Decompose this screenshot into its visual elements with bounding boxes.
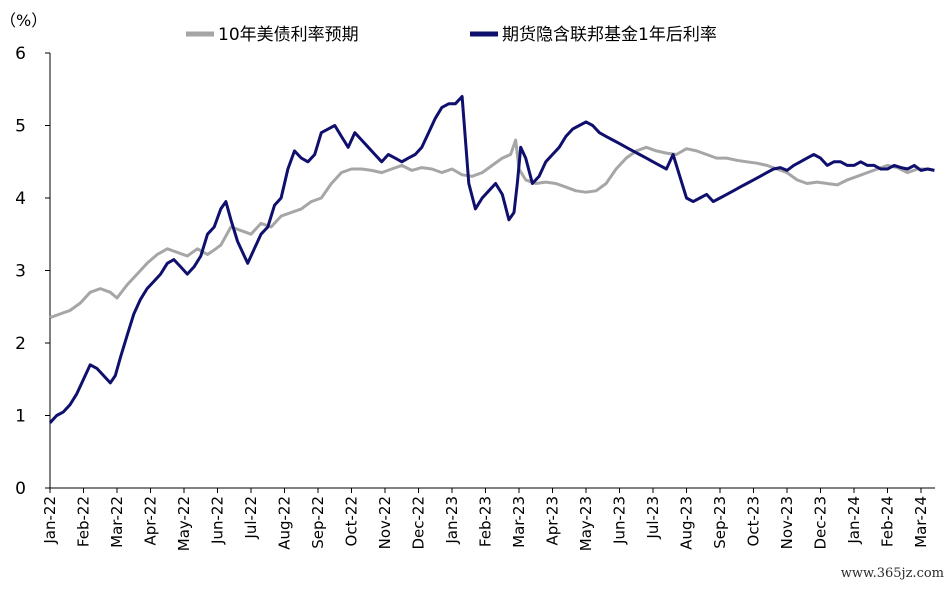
series-lines: [48, 95, 935, 424]
x-tick-label: Sep-23: [711, 496, 729, 549]
x-tick-label: Dec-23: [812, 496, 830, 550]
x-tick-label: Sep-22: [309, 496, 327, 549]
y-tick-label: 6: [15, 44, 26, 64]
y-tick-label: 1: [15, 407, 26, 427]
x-tick-label: Mar-22: [108, 496, 126, 548]
x-tick-label: Jan-24: [845, 496, 863, 545]
x-tick-label: Oct-23: [745, 496, 763, 546]
x-tick-label: Mar-24: [912, 496, 930, 548]
x-tick-label: Feb-22: [75, 496, 93, 547]
y-tick-label: 4: [15, 189, 26, 209]
x-tick-label: Jun-23: [611, 496, 629, 545]
x-tick-label: Apr-23: [544, 496, 562, 546]
y-axis-unit-label: （%）: [0, 11, 47, 30]
x-tick-label: Jul-22: [242, 496, 260, 540]
x-tick-label: Jun-22: [209, 496, 227, 545]
x-tick-label: Aug-23: [678, 496, 696, 550]
x-tick-label: Feb-24: [879, 496, 897, 547]
y-tick-label: 3: [15, 262, 26, 282]
x-tick-label: Jan-23: [443, 496, 461, 545]
legend-label-series-2: 期货隐含联邦基金1年后利率: [502, 25, 717, 45]
y-tick-label: 5: [15, 117, 26, 137]
x-tick-label: May-23: [577, 496, 595, 551]
x-axis: Jan-22 Feb-22 Mar-22 Apr-22 May-22 Jun-22 Jul-…: [41, 487, 935, 551]
x-tick-label: Feb-23: [477, 496, 495, 547]
x-tick-label: Nov-22: [376, 496, 394, 549]
x-tick-label: May-22: [175, 496, 193, 551]
x-tick-label: Aug-22: [276, 496, 294, 550]
y-tick-label: 0: [15, 479, 26, 499]
x-tick-label: Dec-22: [410, 496, 428, 550]
x-tick-label: Jul-23: [644, 496, 662, 540]
x-tick-label: Jan-22: [41, 496, 59, 545]
legend: 10年美债利率预期 期货隐含联邦基金1年后利率: [186, 25, 717, 45]
series-line-2: [48, 95, 935, 424]
x-tick-label: Oct-22: [343, 496, 361, 546]
x-tick-label: Mar-23: [510, 496, 528, 548]
y-tick-label: 2: [15, 334, 26, 354]
x-tick-label: Apr-22: [142, 496, 160, 546]
series-line-1: [49, 138, 935, 320]
x-tick-label: Nov-23: [778, 496, 796, 549]
y-axis: 0 1 2 3 4 5 6: [15, 44, 51, 499]
watermark: www.365jz.com: [840, 566, 944, 581]
legend-label-series-1: 10年美债利率预期: [218, 25, 359, 45]
